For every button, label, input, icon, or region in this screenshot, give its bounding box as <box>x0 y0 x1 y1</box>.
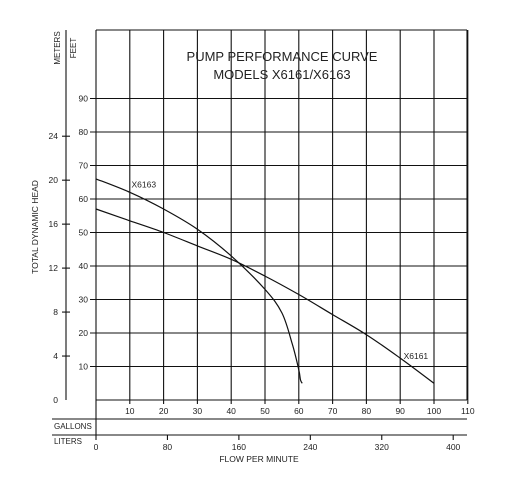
y-tick-label: 80 <box>79 127 89 137</box>
liters-unit-label: LITERS <box>54 437 82 446</box>
x-tick-label: 110 <box>461 406 475 416</box>
chart-title-line-1: PUMP PERFORMANCE CURVE <box>187 49 378 64</box>
x-tick-label: 60 <box>294 406 304 416</box>
x-tick-label: 10 <box>125 406 135 416</box>
y-tick-label: 70 <box>79 161 89 171</box>
gallons-unit-label: GALLONS <box>54 422 92 431</box>
grid-lines <box>62 30 469 440</box>
series-layer: X6163 X6161 <box>95 178 435 384</box>
series-line-x6161 <box>95 208 435 384</box>
y-tick-label: 90 <box>79 94 89 104</box>
y-tick-label: 10 <box>79 362 89 372</box>
y-tick-label: 20 <box>79 328 89 338</box>
x-tick-label: 20 <box>159 406 169 416</box>
meters-tick-label: 8 <box>53 307 58 317</box>
x-tick-label: 30 <box>193 406 203 416</box>
x-tick-label: 100 <box>427 406 441 416</box>
x-tick-label: 40 <box>226 406 236 416</box>
liters-tick-label: 0 <box>94 442 99 452</box>
series-label-x6161: X6161 <box>404 351 429 361</box>
x-tick-label: 50 <box>260 406 270 416</box>
y-tick-label: 50 <box>79 228 89 238</box>
y-tick-label: 60 <box>79 194 89 204</box>
y-tick-label: 30 <box>79 295 89 305</box>
feet-unit-label: FEET <box>69 38 78 59</box>
meters-tick-label: 4 <box>53 351 58 361</box>
liters-tick-label: 400 <box>446 442 460 452</box>
liters-tick-label: 80 <box>163 442 173 452</box>
series-line-x6163 <box>95 178 303 384</box>
x-tick-label: 70 <box>328 406 338 416</box>
chart-title-line-2: MODELS X6161/X6163 <box>213 67 350 82</box>
liters-tick-label: 160 <box>232 442 246 452</box>
meters-tick-label: 20 <box>49 175 59 185</box>
meters-tick-label: 12 <box>49 263 59 273</box>
x-axis-label: FLOW PER MINUTE <box>219 454 299 464</box>
meters-tick-label: 24 <box>49 131 59 141</box>
y-tick-label: 40 <box>79 261 89 271</box>
liters-tick-label: 320 <box>375 442 389 452</box>
x-tick-label: 80 <box>362 406 372 416</box>
series-label-x6163: X6163 <box>131 179 156 189</box>
x-tick-label: 90 <box>395 406 405 416</box>
meters-tick-label: 16 <box>49 219 59 229</box>
meters-unit-label: METERS <box>53 31 62 64</box>
plot-frame <box>52 29 468 436</box>
y-tick-label-zero: 0 <box>53 395 58 405</box>
y-axis-label: TOTAL DYNAMIC HEAD <box>30 180 40 274</box>
liters-tick-label: 240 <box>303 442 317 452</box>
